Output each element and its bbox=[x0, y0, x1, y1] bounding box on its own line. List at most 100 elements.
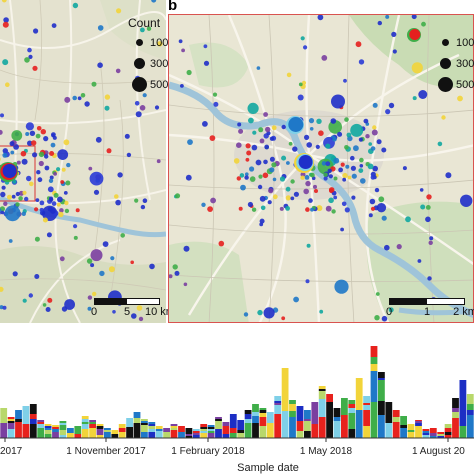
sample-point bbox=[340, 162, 345, 167]
sample-point bbox=[174, 193, 181, 199]
sample-point bbox=[97, 25, 104, 31]
histogram-bar-segment bbox=[437, 434, 445, 436]
histogram-bar-segment bbox=[266, 412, 274, 423]
map-panel-a[interactable] bbox=[0, 0, 166, 323]
sample-point bbox=[290, 179, 295, 184]
sample-point bbox=[346, 132, 352, 138]
sample-point bbox=[272, 194, 278, 200]
sample-point bbox=[305, 180, 311, 187]
histogram-bar-segment bbox=[185, 436, 193, 438]
sample-point bbox=[4, 205, 21, 222]
legend-entry: 100 bbox=[128, 32, 168, 53]
histogram-bar-segment bbox=[318, 417, 326, 438]
sample-point bbox=[15, 191, 20, 197]
sample-point bbox=[262, 172, 269, 179]
sample-point bbox=[202, 121, 208, 127]
sample-point bbox=[245, 172, 249, 176]
histogram-bar-segment bbox=[259, 410, 267, 413]
sample-point bbox=[236, 176, 241, 181]
sample-point bbox=[332, 136, 337, 142]
sample-point bbox=[300, 175, 305, 180]
scalebar-b: 0 1 2 km bbox=[386, 298, 474, 319]
histogram-bar-segment bbox=[422, 435, 430, 438]
histogram-bar-segment bbox=[378, 415, 385, 438]
sample-point bbox=[272, 177, 277, 182]
sample-point bbox=[328, 174, 333, 179]
sample-point bbox=[437, 141, 443, 147]
sample-point bbox=[72, 95, 77, 101]
sample-point bbox=[49, 175, 54, 180]
histogram-bar-segment bbox=[133, 418, 141, 423]
x-tick-label: 2017 bbox=[0, 446, 23, 457]
sample-point bbox=[360, 178, 366, 184]
sample-point bbox=[358, 168, 364, 174]
histogram-bar-segment bbox=[192, 431, 200, 433]
sample-point bbox=[213, 101, 219, 107]
histogram-bar-segment bbox=[229, 433, 237, 438]
sample-point bbox=[39, 200, 45, 206]
histogram-bar-segment bbox=[304, 431, 311, 438]
sample-point bbox=[331, 94, 345, 109]
sample-point bbox=[249, 176, 256, 182]
histogram-bar-segment bbox=[96, 424, 104, 426]
sample-point bbox=[309, 172, 315, 178]
histogram-bar-segment bbox=[52, 432, 59, 438]
sample-point bbox=[237, 122, 242, 127]
histogram-bar-segment bbox=[237, 420, 245, 425]
sample-point bbox=[317, 15, 324, 21]
sample-point bbox=[333, 176, 338, 181]
histogram-bar-segment bbox=[252, 404, 259, 412]
sample-point bbox=[104, 105, 110, 111]
sample-point bbox=[343, 78, 347, 83]
histogram-bar-segment bbox=[444, 435, 452, 438]
sample-point bbox=[257, 309, 263, 316]
sample-point bbox=[325, 205, 332, 212]
histogram-bar-segment bbox=[370, 371, 378, 402]
histogram-bar-segment bbox=[244, 423, 252, 438]
histogram-bar-segment bbox=[44, 428, 52, 430]
sample-point bbox=[371, 129, 378, 136]
sample-point bbox=[61, 167, 66, 172]
sample-point bbox=[323, 176, 328, 181]
histogram-bar-segment bbox=[163, 430, 170, 432]
histogram-bar-segment bbox=[274, 403, 282, 405]
sample-point bbox=[187, 139, 193, 145]
histogram-bar-segment bbox=[326, 419, 333, 438]
sample-point bbox=[172, 264, 178, 270]
histogram-bar-segment bbox=[141, 419, 148, 421]
sample-point bbox=[321, 161, 327, 166]
sample-point bbox=[337, 131, 343, 137]
sample-point bbox=[313, 184, 317, 189]
sample-point bbox=[186, 69, 192, 76]
sample-point bbox=[263, 159, 268, 165]
sample-point bbox=[338, 167, 343, 173]
histogram-bar-segment bbox=[141, 432, 148, 438]
histogram-bar-segment bbox=[7, 417, 15, 419]
sample-point bbox=[323, 172, 328, 177]
histogram-bar-segment bbox=[74, 426, 82, 434]
sample-date-histogram: 2017 1 November 2017 1 February 2018 1 May … bbox=[0, 346, 474, 474]
sample-point bbox=[24, 196, 29, 202]
histogram-bar-segment bbox=[104, 428, 111, 430]
histogram-bar-segment bbox=[289, 404, 296, 406]
sample-point bbox=[39, 207, 44, 212]
sample-point bbox=[251, 144, 258, 151]
histogram-bar-segment bbox=[200, 427, 208, 429]
histogram-bar-segment bbox=[378, 372, 385, 378]
sample-point bbox=[328, 187, 335, 193]
histogram-bar-segment bbox=[252, 423, 259, 438]
histogram-bar-segment bbox=[15, 422, 22, 438]
histogram-bar-segment bbox=[415, 420, 422, 421]
sample-point bbox=[2, 305, 7, 310]
legend-dot-medium bbox=[133, 58, 145, 69]
histogram-bar-segment bbox=[444, 432, 452, 435]
histogram-bar-segment bbox=[274, 396, 282, 401]
sample-point bbox=[279, 206, 284, 211]
cluster-marker bbox=[288, 117, 304, 132]
histogram-bar-segment bbox=[348, 404, 356, 408]
sample-point bbox=[0, 286, 4, 292]
sample-point bbox=[0, 129, 3, 135]
map-panel-b[interactable] bbox=[168, 14, 474, 323]
sample-point bbox=[11, 130, 23, 141]
histogram-bar-segment bbox=[326, 402, 333, 408]
